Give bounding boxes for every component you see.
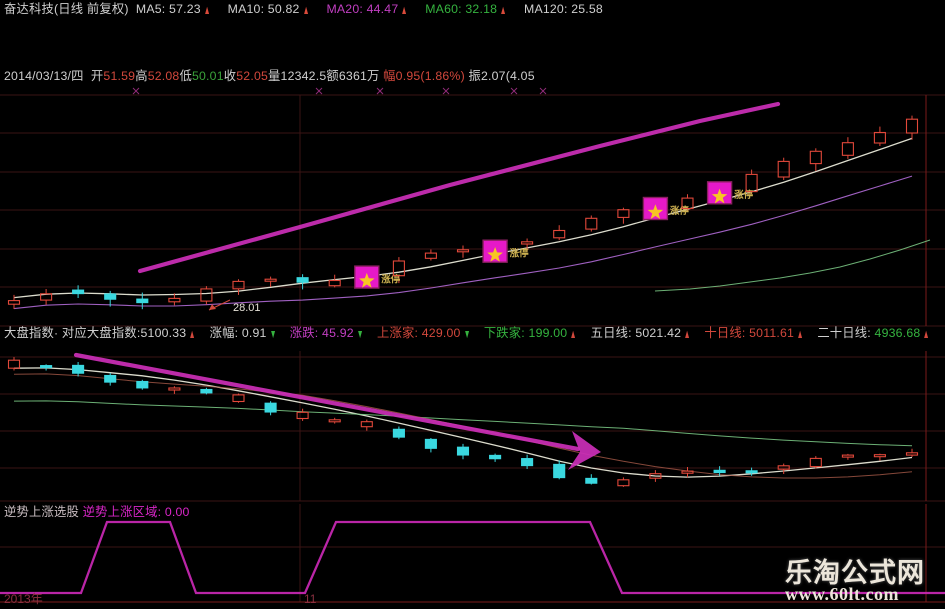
svg-text:涨停: 涨停 <box>734 189 754 201</box>
svg-text:涨停: 涨停 <box>510 248 530 260</box>
svg-text:涨停: 涨停 <box>670 205 690 217</box>
